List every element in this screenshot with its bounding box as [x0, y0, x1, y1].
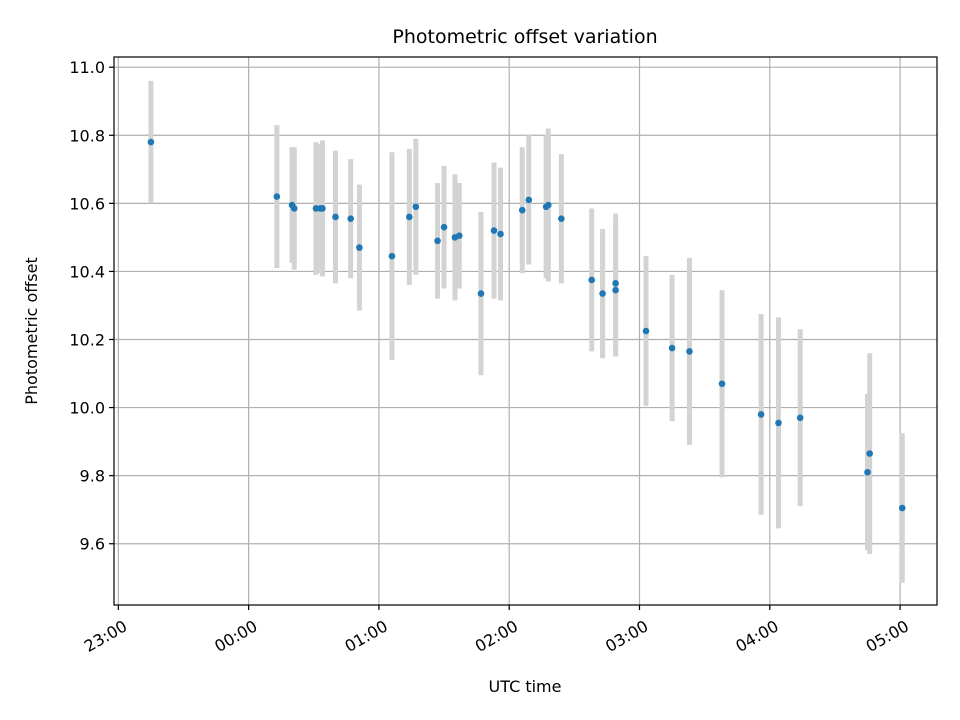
- data-point: [406, 213, 413, 221]
- data-point: [497, 230, 504, 238]
- data-point: [668, 344, 676, 352]
- y-tick-label: 11.0: [69, 58, 105, 77]
- data-point: [319, 205, 326, 212]
- x-tick-label: 02:00: [472, 616, 521, 656]
- data-point: [440, 223, 448, 231]
- data-point: [686, 348, 693, 355]
- data-point: [388, 252, 396, 260]
- data-point: [558, 215, 565, 222]
- data-point: [588, 276, 596, 284]
- x-tick-label: 03:00: [602, 616, 651, 656]
- data-point: [455, 232, 463, 239]
- data-point: [518, 206, 526, 214]
- x-tick-label: 23:00: [81, 616, 130, 656]
- error-bars: [148, 80, 905, 583]
- grid-lines: [114, 57, 937, 605]
- data-point: [757, 411, 765, 418]
- chart-title: Photometric offset variation: [392, 26, 657, 48]
- data-point: [612, 286, 619, 294]
- y-tick-label: 9.6: [80, 535, 105, 554]
- y-tick-label: 10.0: [69, 399, 105, 418]
- data-point: [477, 290, 485, 297]
- data-point: [147, 138, 155, 146]
- data-point: [545, 201, 552, 209]
- y-tick-label: 10.4: [69, 262, 105, 281]
- data-point: [356, 244, 363, 251]
- data-point: [290, 205, 298, 212]
- y-axis-label: Photometric offset: [22, 257, 41, 405]
- data-points: [147, 138, 906, 512]
- plot-frame: [113, 56, 938, 606]
- data-point: [718, 380, 726, 388]
- y-axis: 9.6 9.8 10.0 10.2 10.4 10.6 10.8 11.0: [69, 58, 114, 554]
- data-point: [898, 504, 906, 512]
- x-axis-label: UTC time: [489, 677, 562, 696]
- data-point: [866, 450, 873, 457]
- data-point: [775, 419, 782, 427]
- data-point: [490, 227, 498, 234]
- data-point: [864, 468, 871, 476]
- y-tick-label: 10.8: [69, 126, 105, 145]
- data-point: [273, 193, 281, 200]
- x-tick-label: 04:00: [732, 616, 781, 656]
- data-point: [599, 290, 606, 297]
- x-tick-label: 01:00: [341, 616, 390, 656]
- x-tick-label: 00:00: [211, 616, 260, 656]
- data-point: [642, 327, 650, 335]
- data-point: [347, 215, 354, 222]
- y-tick-label: 10.6: [69, 194, 105, 213]
- data-point: [412, 203, 420, 211]
- y-tick-label: 10.2: [69, 331, 105, 350]
- x-axis: 23:00 00:00 01:00 02:00 03:00 04:00 05:00: [81, 605, 912, 656]
- y-tick-label: 9.8: [80, 467, 105, 486]
- x-tick-label: 05:00: [863, 616, 912, 656]
- data-point: [332, 213, 339, 221]
- data-point: [525, 196, 533, 204]
- data-point: [796, 414, 804, 422]
- data-point: [612, 280, 619, 287]
- data-point: [434, 237, 441, 245]
